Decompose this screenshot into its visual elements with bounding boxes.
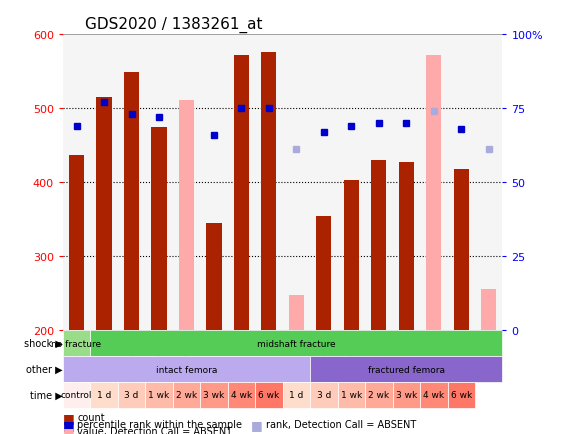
Bar bbox=[124, 73, 139, 330]
Text: 3 d: 3 d bbox=[124, 391, 139, 400]
FancyBboxPatch shape bbox=[90, 330, 502, 356]
Text: rank, Detection Call = ABSENT: rank, Detection Call = ABSENT bbox=[266, 420, 416, 429]
Text: 1 wk: 1 wk bbox=[341, 391, 362, 400]
Text: GDS2020 / 1383261_at: GDS2020 / 1383261_at bbox=[85, 17, 262, 33]
Text: shock ▶: shock ▶ bbox=[24, 338, 63, 348]
Text: count: count bbox=[77, 413, 104, 422]
FancyBboxPatch shape bbox=[448, 382, 475, 408]
FancyBboxPatch shape bbox=[310, 382, 337, 408]
FancyBboxPatch shape bbox=[337, 382, 365, 408]
Text: 1 wk: 1 wk bbox=[148, 391, 170, 400]
Text: ■: ■ bbox=[251, 418, 263, 431]
Bar bbox=[262, 53, 276, 330]
FancyBboxPatch shape bbox=[63, 330, 90, 356]
Text: 2 wk: 2 wk bbox=[368, 391, 389, 400]
FancyBboxPatch shape bbox=[255, 382, 283, 408]
FancyBboxPatch shape bbox=[118, 382, 145, 408]
Text: value, Detection Call = ABSENT: value, Detection Call = ABSENT bbox=[77, 427, 232, 434]
Bar bbox=[426, 56, 441, 330]
Text: 1 d: 1 d bbox=[289, 391, 304, 400]
Bar bbox=[371, 161, 387, 330]
Text: time ▶: time ▶ bbox=[30, 390, 63, 400]
FancyBboxPatch shape bbox=[393, 382, 420, 408]
Text: 4 wk: 4 wk bbox=[423, 391, 444, 400]
Bar bbox=[179, 101, 194, 330]
Bar bbox=[454, 169, 469, 330]
Bar bbox=[151, 128, 167, 330]
Text: 6 wk: 6 wk bbox=[451, 391, 472, 400]
Text: 3 d: 3 d bbox=[317, 391, 331, 400]
Text: 4 wk: 4 wk bbox=[231, 391, 252, 400]
Text: intact femora: intact femora bbox=[156, 365, 217, 374]
Text: 6 wk: 6 wk bbox=[258, 391, 280, 400]
Text: control: control bbox=[61, 391, 93, 400]
FancyBboxPatch shape bbox=[283, 382, 310, 408]
Bar bbox=[399, 163, 414, 330]
Text: other ▶: other ▶ bbox=[26, 364, 63, 374]
FancyBboxPatch shape bbox=[365, 382, 393, 408]
Text: midshaft fracture: midshaft fracture bbox=[257, 339, 336, 348]
FancyBboxPatch shape bbox=[145, 382, 173, 408]
Text: 3 wk: 3 wk bbox=[396, 391, 417, 400]
Text: fractured femora: fractured femora bbox=[368, 365, 445, 374]
Bar bbox=[344, 180, 359, 330]
FancyBboxPatch shape bbox=[63, 356, 310, 382]
FancyBboxPatch shape bbox=[310, 356, 502, 382]
Bar bbox=[234, 56, 249, 330]
Text: ■: ■ bbox=[63, 418, 75, 431]
Text: 3 wk: 3 wk bbox=[203, 391, 224, 400]
FancyBboxPatch shape bbox=[63, 382, 90, 408]
Text: 2 wk: 2 wk bbox=[176, 391, 197, 400]
Text: ■: ■ bbox=[63, 425, 75, 434]
FancyBboxPatch shape bbox=[228, 382, 255, 408]
Text: ■: ■ bbox=[63, 411, 75, 424]
Bar bbox=[289, 295, 304, 330]
FancyBboxPatch shape bbox=[200, 382, 228, 408]
FancyBboxPatch shape bbox=[90, 382, 118, 408]
Text: percentile rank within the sample: percentile rank within the sample bbox=[77, 420, 242, 429]
Text: 1 d: 1 d bbox=[97, 391, 111, 400]
FancyBboxPatch shape bbox=[173, 382, 200, 408]
Bar bbox=[481, 290, 496, 330]
FancyBboxPatch shape bbox=[420, 382, 448, 408]
Bar bbox=[206, 223, 222, 330]
Bar bbox=[96, 98, 111, 330]
Bar bbox=[69, 155, 84, 330]
Text: no fracture: no fracture bbox=[51, 339, 102, 348]
Bar bbox=[316, 217, 331, 330]
